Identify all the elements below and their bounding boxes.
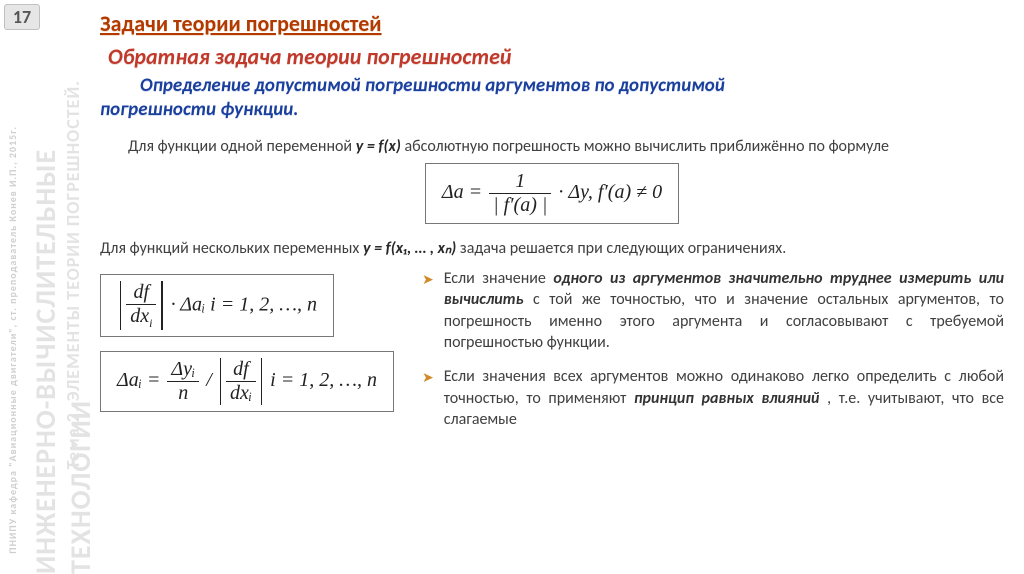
- bullet-2-text: Если значения всех аргументов можно один…: [444, 366, 1004, 431]
- formula-3-lhs: Δaᵢ =: [117, 370, 165, 392]
- title-sub: Обратная задача теории погрешностей: [100, 43, 1004, 70]
- formula-3-f2num: df: [226, 358, 256, 382]
- title-desc-line1: Определение допустимой погрешности аргум…: [140, 74, 725, 97]
- title-top: Задачи теории погрешностей: [100, 10, 1004, 37]
- watermark-small: ПНИПУ кафедра "Авиационные двигатели", с…: [6, 126, 19, 554]
- p2-formula-inline: y = f(x₁, … , xₙ): [363, 239, 456, 258]
- title-desc-line2: погрешности функции.: [100, 98, 1004, 122]
- b1-a: Если значение: [444, 269, 554, 288]
- bullet-arrow-icon: ➤: [422, 369, 434, 431]
- formula-1-row: Δa = 1 | f′(a) | · Δy, f′(a) ≠ 0: [100, 163, 1004, 224]
- lower-right-col: ➤ Если значение одного из аргументов зна…: [422, 268, 1004, 443]
- formula-2-row: df dxi · Δaᵢ i = 1, 2, …, n: [100, 274, 394, 338]
- formula-3-f2den: dxᵢ: [226, 382, 256, 405]
- p2-text-b: задача решается при следующих ограничени…: [460, 239, 786, 258]
- bullet-1-text: Если значение одного из аргументов значи…: [444, 268, 1004, 354]
- watermark-big1: ИНЖЕНЕРНО-ВЫЧИСЛИТЕЛЬНЫЕ ТЕХНОЛОГИИ: [28, 60, 98, 574]
- b2-bold: принцип равных влияний: [634, 389, 819, 408]
- formula-3-row: Δaᵢ = Δyᵢ n / df dxᵢ i = 1, 2, …, n: [100, 351, 394, 412]
- page-number: 17: [13, 6, 31, 28]
- paragraph-1: Для функции одной переменной y = f(x) аб…: [100, 136, 1004, 158]
- lower-columns: df dxi · Δaᵢ i = 1, 2, …, n Δaᵢ = Δyᵢ n …: [100, 268, 1004, 443]
- formula-2-box: df dxi · Δaᵢ i = 1, 2, …, n: [100, 274, 334, 338]
- lower-left-col: df dxi · Δaᵢ i = 1, 2, …, n Δaᵢ = Δyᵢ n …: [100, 268, 394, 443]
- bullet-arrow-icon: ➤: [422, 271, 434, 354]
- p2-text-a: Для функций нескольких переменных: [100, 239, 363, 258]
- formula-3-box: Δaᵢ = Δyᵢ n / df dxᵢ i = 1, 2, …, n: [100, 351, 394, 412]
- bullet-2: ➤ Если значения всех аргументов можно од…: [422, 366, 1004, 431]
- b1-b: с той же точностью, что и значение остал…: [444, 290, 1004, 352]
- slide-content: Задачи теории погрешностей Обратная зада…: [100, 10, 1004, 564]
- formula-3-f1num: Δyᵢ: [167, 358, 199, 382]
- formula-1-den: | f′(a) |: [489, 194, 551, 217]
- p1-text-b: абсолютную погрешность можно вычислить п…: [404, 137, 889, 156]
- formula-1-lhs: Δa =: [442, 181, 482, 203]
- p1-formula-inline: y = f(x): [356, 137, 401, 156]
- formula-2-tail: · Δaᵢ i = 1, 2, …, n: [171, 293, 317, 315]
- formula-2-den: dxi: [126, 305, 156, 331]
- watermark-big2: Тема 2. ЭЛЕМЕНТЫ ТЕОРИИ ПОГРЕШНОСТЕЙ.: [62, 80, 84, 469]
- p1-text-a: Для функции одной переменной: [128, 137, 356, 156]
- formula-3-f1den: n: [167, 382, 199, 405]
- formula-1-box: Δa = 1 | f′(a) | · Δy, f′(a) ≠ 0: [425, 163, 679, 224]
- paragraph-2: Для функций нескольких переменных y = f(…: [100, 238, 1004, 260]
- formula-2-num: df: [126, 281, 156, 305]
- page-number-badge: 17: [4, 4, 40, 30]
- formula-1-num: 1: [489, 170, 551, 194]
- bullet-1: ➤ Если значение одного из аргументов зна…: [422, 268, 1004, 354]
- formula-3-tail: i = 1, 2, …, n: [270, 370, 377, 392]
- formula-1-tail: · Δy, f′(a) ≠ 0: [558, 181, 662, 203]
- title-desc: Определение допустимой погрешности аргум…: [100, 74, 1004, 122]
